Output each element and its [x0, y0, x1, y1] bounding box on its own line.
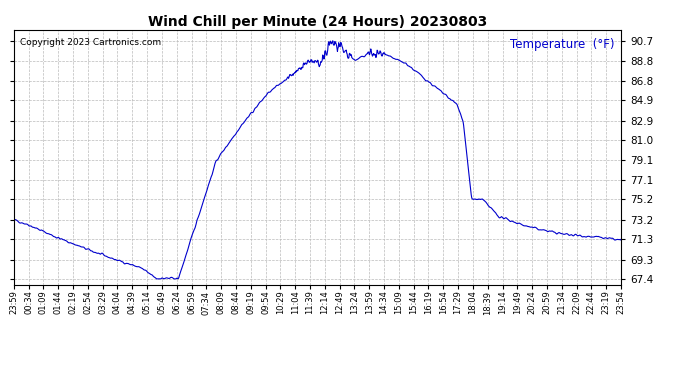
- Text: Temperature  (°F): Temperature (°F): [511, 38, 615, 51]
- Title: Wind Chill per Minute (24 Hours) 20230803: Wind Chill per Minute (24 Hours) 2023080…: [148, 15, 487, 29]
- Text: Copyright 2023 Cartronics.com: Copyright 2023 Cartronics.com: [20, 38, 161, 46]
